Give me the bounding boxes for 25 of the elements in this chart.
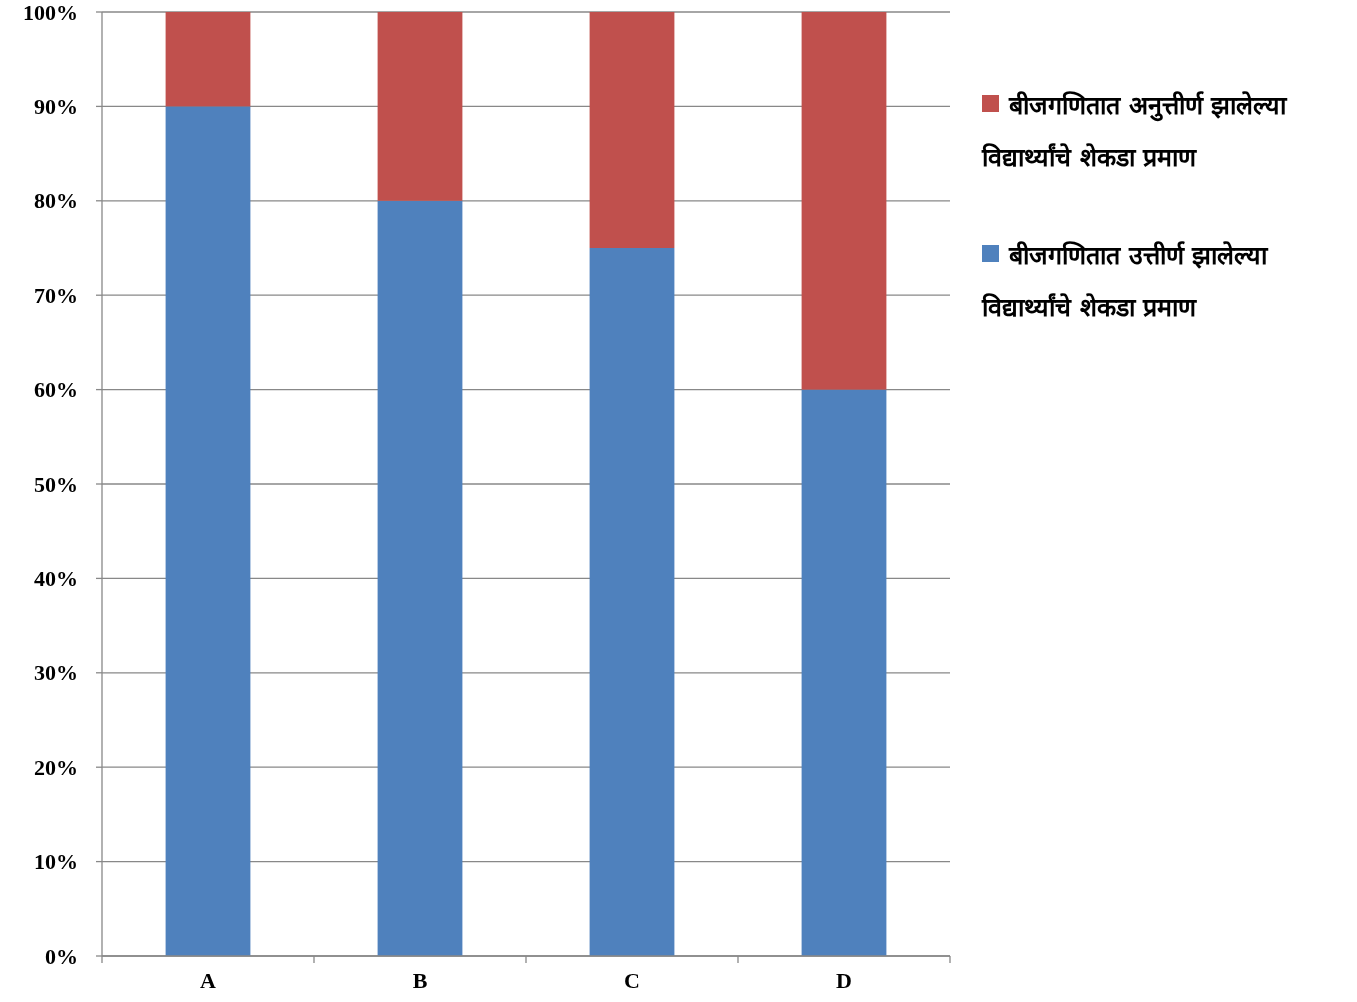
bar [377, 200, 463, 956]
y-tick-label: 20% [34, 754, 78, 780]
bar [589, 248, 675, 956]
bar [165, 12, 251, 107]
y-tick-label: 0% [45, 943, 78, 969]
y-tick-label: 40% [34, 565, 78, 591]
y-tick-label: 100% [23, 0, 78, 25]
y-tick-label: 60% [34, 377, 78, 403]
bar [801, 389, 887, 956]
legend-label: बीजगणितात उत्तीर्ण झालेल्या विद्यार्थ्यांचे शेकडा प्रमाण [982, 240, 1270, 324]
y-tick-label: 70% [34, 282, 78, 308]
legend-label: बीजगणितात अनुत्तीर्ण झालेल्या विद्यार्थ्यांचे शेकडा प्रमाण [982, 90, 1289, 174]
bar [165, 106, 251, 956]
x-tick-label: A [200, 968, 217, 993]
y-tick-label: 30% [34, 660, 78, 686]
y-tick-label: 10% [34, 849, 78, 875]
y-tick-label: 80% [34, 188, 78, 214]
x-tick-label: C [624, 968, 640, 993]
bar [801, 12, 887, 390]
y-tick-label: 90% [34, 93, 78, 119]
x-tick-label: D [836, 968, 852, 993]
x-tick-label: B [412, 968, 428, 993]
bar [377, 12, 463, 201]
y-tick-label: 50% [34, 471, 78, 497]
bar [589, 12, 675, 248]
